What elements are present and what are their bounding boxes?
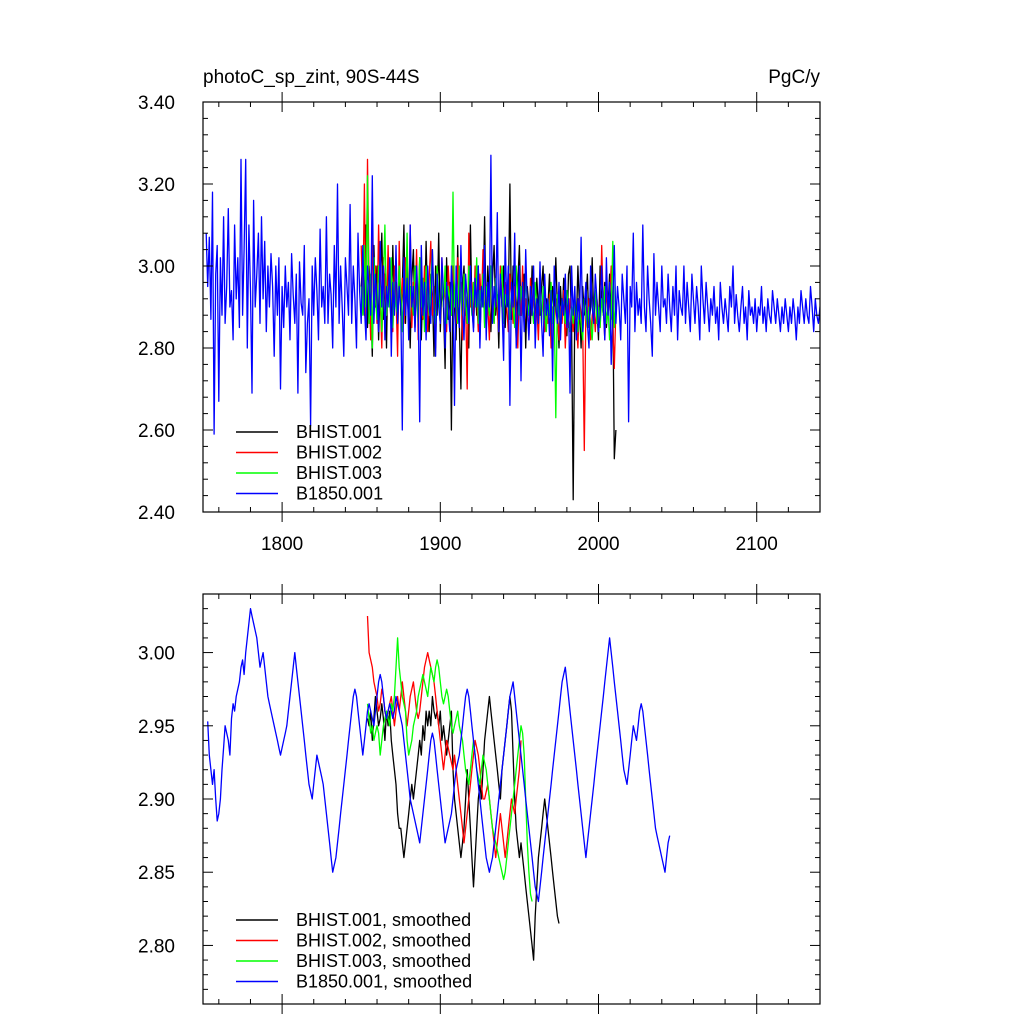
- legend-label: B1850.001, smoothed: [296, 972, 472, 992]
- series-line-b1850-001: [205, 154, 820, 435]
- y-tick-label: 2.95: [138, 717, 175, 738]
- legend-label: B1850.001: [296, 484, 383, 504]
- top-plot: 1800 1900 2000 2100 2.40 2.60 2.80 3.00 3.20 3.40…: [138, 92, 821, 555]
- series-line-bhist-002-smoothed: [366, 615, 522, 859]
- legend-label: BHIST.003: [296, 463, 382, 483]
- y-tick-label: 3.40: [138, 93, 175, 114]
- legend-label: BHIST.001: [296, 422, 382, 442]
- legend-label: BHIST.001, smoothed: [296, 910, 471, 930]
- legend-label: BHIST.003, smoothed: [296, 951, 471, 971]
- y-tick-label: 3.20: [138, 175, 175, 196]
- series-line-bhist-003-smoothed: [366, 637, 533, 902]
- legend-label: BHIST.002, smoothed: [296, 931, 471, 951]
- series-line-bhist-001: [360, 183, 617, 501]
- series-group: [207, 607, 671, 961]
- x-tick-label: 1900: [419, 534, 461, 555]
- series-line-b1850-001-smoothed: [207, 607, 671, 903]
- y-tick-label: 3.00: [138, 257, 175, 278]
- y-tick-label: 2.40: [138, 503, 175, 524]
- top-panel: photoC_sp_zint, 90S-44S PgC/y 1800 1900 20…: [138, 67, 821, 555]
- series-group: [205, 154, 820, 501]
- y-tick-label: 3.00: [138, 644, 175, 665]
- y-tick-label: 2.60: [138, 421, 175, 442]
- y-tick-label: 2.80: [138, 339, 175, 360]
- plot-frame: [202, 101, 821, 513]
- x-tick-label: 2100: [736, 534, 778, 555]
- x-tick-label: 2000: [577, 534, 619, 555]
- y-tick-label: 2.90: [138, 790, 175, 811]
- top-title-right: PgC/y: [768, 67, 820, 88]
- y-tick-label: 2.85: [138, 863, 175, 884]
- x-tick-label: 1800: [261, 534, 303, 555]
- y-tick-label: 2.80: [138, 936, 175, 957]
- legend-label: BHIST.002: [296, 443, 382, 463]
- top-title-left: photoC_sp_zint, 90S-44S: [203, 67, 420, 88]
